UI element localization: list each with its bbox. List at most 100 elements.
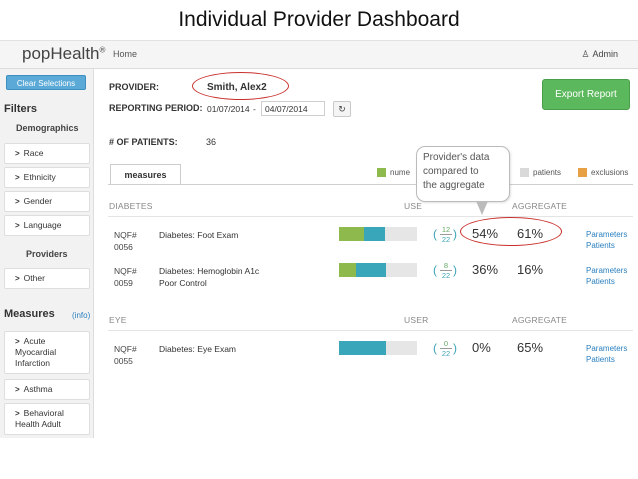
callout-line: the aggregate: [423, 179, 503, 193]
fraction-paren-close: ): [453, 227, 457, 241]
legend-swatch-exclusions: [578, 168, 587, 177]
measure-bar: [339, 341, 417, 355]
callout-line: compared to: [423, 165, 503, 179]
user-icon: ♙: [581, 49, 589, 60]
bar-numerator: [339, 227, 364, 241]
aggregate-percent: 65%: [517, 340, 543, 355]
fraction-paren-open: (: [433, 227, 437, 241]
legend-numerator: nume: [390, 168, 410, 177]
measure-name: Diabetes: Eye Exam: [159, 343, 236, 355]
export-report-button[interactable]: Export Report: [542, 79, 630, 110]
fraction: 0 22: [440, 339, 452, 358]
row-divider: [108, 216, 633, 217]
user-column-header: USER: [404, 315, 428, 325]
fraction-paren-open: (: [433, 263, 437, 277]
filter-other[interactable]: > Other: [4, 268, 90, 289]
tab-divider: [108, 184, 633, 185]
fraction: 12 22: [440, 225, 452, 244]
sidebar: Clear Selections Filters Demographics > R…: [0, 69, 94, 438]
filters-heading: Filters: [4, 103, 37, 115]
registered-mark: ®: [100, 45, 106, 54]
row-links: Parameters Patients: [586, 265, 627, 287]
chevron-right-icon: >: [15, 385, 20, 394]
measures-heading: Measures: [4, 308, 55, 320]
reporting-period-label: REPORTING PERIOD:: [109, 103, 203, 113]
admin-label: Admin: [592, 49, 618, 59]
measure-bar: [339, 263, 417, 277]
measure-name: Diabetes: Hemoglobin A1c Poor Control: [159, 265, 259, 289]
bar-denominator: [356, 263, 386, 277]
clear-selections-button[interactable]: Clear Selections: [6, 75, 86, 90]
row-links: Parameters Patients: [586, 343, 627, 365]
chevron-right-icon: >: [15, 274, 20, 283]
callout-pointer: [476, 201, 488, 215]
user-column-header: USE: [404, 201, 422, 211]
refresh-button[interactable]: ↻: [333, 101, 351, 117]
nav-home-link[interactable]: Home: [113, 49, 137, 59]
measure-bar: [339, 227, 417, 241]
measure-name: Diabetes: Foot Exam: [159, 229, 238, 241]
user-percent: 0%: [472, 340, 491, 355]
top-bar: popHealth® Home ♙ Admin: [0, 41, 638, 69]
aggregate-column-header: AGGREGATE: [512, 315, 567, 325]
legend-swatch-numerator: [377, 168, 386, 177]
period-separator: -: [253, 104, 256, 114]
bar-denominator: [364, 227, 385, 241]
measures-info-link[interactable]: (info): [72, 311, 90, 320]
measure-behavioral-health[interactable]: > Behavioral Health Adult: [4, 403, 90, 435]
patients-link[interactable]: Patients: [586, 355, 615, 364]
fraction: 8 22: [440, 261, 452, 280]
chevron-right-icon: >: [15, 149, 20, 158]
legend-swatch-patients: [520, 168, 529, 177]
tab-measures[interactable]: measures: [110, 164, 181, 185]
patients-link[interactable]: Patients: [586, 241, 615, 250]
filter-gender[interactable]: > Gender: [4, 191, 90, 212]
measure-asthma[interactable]: > Asthma: [4, 379, 90, 400]
period-start: 01/07/2014: [207, 104, 250, 114]
chevron-right-icon: >: [15, 221, 20, 230]
aggregate-percent: 16%: [517, 262, 543, 277]
nqf-id: NQF# 0055: [114, 343, 137, 367]
legend-patients: patients: [533, 168, 561, 177]
fraction-paren-close: ): [453, 341, 457, 355]
chevron-right-icon: >: [15, 409, 20, 418]
patients-count: 36: [206, 137, 216, 147]
row-links: Parameters Patients: [586, 229, 627, 251]
refresh-icon: ↻: [338, 104, 346, 114]
callout-line: Provider's data: [423, 151, 503, 165]
app-logo[interactable]: popHealth®: [22, 44, 105, 64]
row-divider: [108, 330, 633, 331]
user-percent: 36%: [472, 262, 498, 277]
percent-highlight-oval: [460, 217, 562, 246]
parameters-link[interactable]: Parameters: [586, 266, 627, 275]
nqf-id: NQF# 0059: [114, 265, 137, 289]
nqf-id: NQF# 0056: [114, 229, 137, 253]
bar-denominator: [339, 341, 386, 355]
chevron-right-icon: >: [15, 337, 20, 346]
aggregate-column-header: AGGREGATE: [512, 201, 567, 211]
parameters-link[interactable]: Parameters: [586, 230, 627, 239]
period-end-input[interactable]: 04/07/2014: [261, 101, 325, 116]
demographics-heading: Demographics: [16, 123, 79, 133]
section-eye: EYE: [109, 315, 127, 325]
chevron-right-icon: >: [15, 173, 20, 182]
filter-language[interactable]: > Language: [4, 215, 90, 236]
filter-ethnicity[interactable]: > Ethnicity: [4, 167, 90, 188]
dashboard-screenshot: popHealth® Home ♙ Admin Clear Selections …: [0, 40, 638, 438]
provider-highlight-oval: [192, 72, 289, 100]
annotation-callout: Provider's data compared to the aggregat…: [416, 146, 510, 202]
fraction-paren-close: ): [453, 263, 457, 277]
providers-heading: Providers: [26, 249, 68, 259]
bar-numerator: [339, 263, 356, 277]
filter-race[interactable]: > Race: [4, 143, 90, 164]
fraction-paren-open: (: [433, 341, 437, 355]
section-diabetes: DIABETES: [109, 201, 153, 211]
parameters-link[interactable]: Parameters: [586, 344, 627, 353]
admin-menu[interactable]: ♙ Admin: [581, 49, 618, 60]
provider-label: PROVIDER:: [109, 82, 159, 92]
measure-acute-mi[interactable]: > Acute Myocardial Infarction: [4, 331, 90, 374]
patients-label: # OF PATIENTS:: [109, 137, 178, 147]
legend-exclusions: exclusions: [591, 168, 628, 177]
patients-link[interactable]: Patients: [586, 277, 615, 286]
slide-title: Individual Provider Dashboard: [0, 8, 638, 32]
